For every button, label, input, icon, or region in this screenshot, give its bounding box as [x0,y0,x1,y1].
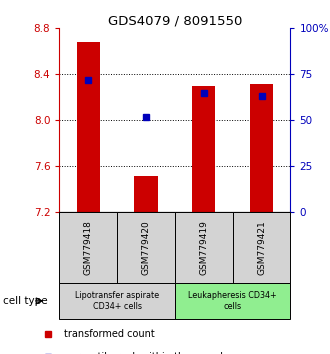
Text: percentile rank within the sample: percentile rank within the sample [64,352,229,354]
Text: GSM779421: GSM779421 [257,221,266,275]
Bar [175,283,290,319]
Bar [135,176,158,212]
Text: GSM779420: GSM779420 [142,221,150,275]
Bar [175,212,233,283]
Text: GSM779418: GSM779418 [84,220,93,275]
Bar [77,42,100,212]
Bar [117,212,175,283]
Title: GDS4079 / 8091550: GDS4079 / 8091550 [108,14,242,27]
Bar [192,86,215,212]
Bar [59,212,117,283]
Bar [250,84,273,212]
Text: cell type: cell type [3,296,48,306]
Text: Leukapheresis CD34+
cells: Leukapheresis CD34+ cells [188,291,277,310]
Bar [233,212,290,283]
Text: GSM779419: GSM779419 [199,220,208,275]
Text: Lipotransfer aspirate
CD34+ cells: Lipotransfer aspirate CD34+ cells [75,291,159,310]
Bar [59,283,175,319]
Text: transformed count: transformed count [64,329,155,339]
